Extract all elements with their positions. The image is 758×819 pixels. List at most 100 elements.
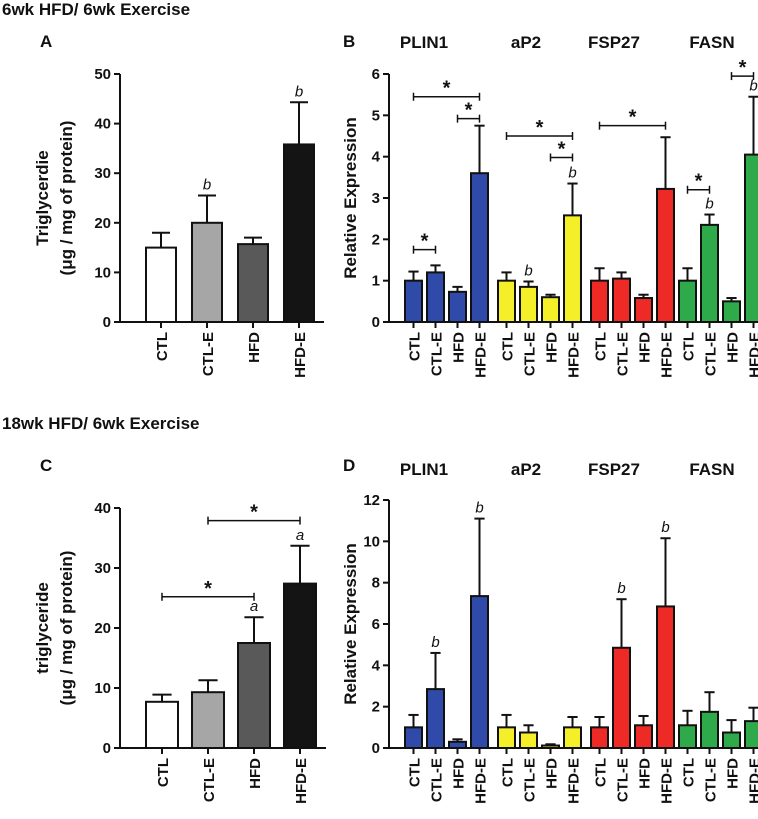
bar xyxy=(612,277,631,324)
bar xyxy=(237,642,271,749)
bar xyxy=(590,279,609,323)
bar xyxy=(404,726,423,749)
x-category-label: HFD xyxy=(637,758,654,789)
x-category-label: CTL-E xyxy=(522,758,539,802)
y-tick-label: 0 xyxy=(372,314,380,331)
significance-star: * xyxy=(443,78,451,100)
bar xyxy=(563,726,582,749)
bar xyxy=(656,187,675,323)
y-tick-label: 6 xyxy=(372,66,380,83)
x-category-label: HFD-E xyxy=(659,758,676,804)
chart-panel-b: 0 1 2 3 4 5 6B Relative Expression PLIN1 CTL CTL-E… xyxy=(341,32,758,378)
bar xyxy=(497,726,516,749)
bar xyxy=(470,172,489,323)
panel-label: A xyxy=(40,32,52,51)
x-category-label: HFD-E xyxy=(473,332,490,378)
significance-star: * xyxy=(536,117,544,139)
y-axis-title: Relative Expression xyxy=(341,543,360,705)
x-category-label: HFD xyxy=(725,758,742,789)
significance-star: * xyxy=(250,502,258,524)
bar xyxy=(722,731,741,749)
y-tick-label: 2 xyxy=(372,231,380,248)
bar xyxy=(563,214,582,323)
bar xyxy=(634,297,653,324)
y-tick-label: 8 xyxy=(372,575,380,592)
x-category-label: CTL-E xyxy=(522,332,539,376)
y-tick-label: 50 xyxy=(94,66,111,83)
bar xyxy=(145,246,177,324)
bar xyxy=(700,223,719,323)
y-tick-label: 1 xyxy=(372,273,380,290)
group-name: FSP27 xyxy=(588,460,640,479)
bar xyxy=(497,279,516,323)
x-category-label: HFD-E xyxy=(659,332,676,378)
y-tick-label: 5 xyxy=(372,107,380,124)
bar xyxy=(426,688,445,749)
x-category-label: HFD-E xyxy=(747,758,758,804)
x-category-label: CTL xyxy=(593,758,610,787)
bar xyxy=(678,724,697,749)
panel-label: C xyxy=(40,456,52,475)
y-tick-label: 4 xyxy=(372,657,381,674)
x-category-label: HFD-E xyxy=(292,332,309,378)
bar xyxy=(519,731,538,749)
panel-label: D xyxy=(343,456,355,475)
significance-letter: b xyxy=(475,500,483,517)
significance-letter: b xyxy=(568,165,576,182)
x-category-label: HFD xyxy=(637,332,654,363)
bar xyxy=(283,582,317,749)
x-category-label: CTL xyxy=(593,332,610,361)
group-name: PLIN1 xyxy=(400,33,448,52)
bar xyxy=(590,726,609,749)
y-axis-title: Triglycerdie xyxy=(33,150,52,245)
x-category-label: HFD xyxy=(451,332,468,363)
y-tick-label: 40 xyxy=(94,116,111,133)
y-tick-label: 30 xyxy=(94,165,111,182)
bar xyxy=(404,279,423,323)
y-tick-label: 40 xyxy=(94,500,111,517)
significance-star: * xyxy=(465,100,473,122)
y-tick-label: 6 xyxy=(372,616,380,633)
chart-panel-a: 0 10 20 30 40 50 A Triglycerdie (μg / mg of prot… xyxy=(33,32,324,378)
y-tick-label: 20 xyxy=(94,215,111,232)
section-title-bottom: 18wk HFD/ 6wk Exercise xyxy=(2,414,200,433)
x-category-label: HFD-E xyxy=(293,758,310,804)
x-category-label: HFD-E xyxy=(473,758,490,804)
significance-letter: b xyxy=(617,580,625,597)
bar xyxy=(237,243,269,324)
y-tick-label: 4 xyxy=(372,149,381,166)
y-axis-title: Relative Expression xyxy=(341,117,360,279)
x-category-label: CTL-E xyxy=(615,758,632,802)
x-category-label: HFD-E xyxy=(566,332,583,378)
x-category-label: CTL-E xyxy=(200,332,217,376)
y-tick-label: 12 xyxy=(363,492,380,509)
significance-letter: b xyxy=(295,83,303,100)
x-category-label: CTL xyxy=(681,332,698,361)
y-tick-label: 30 xyxy=(94,560,111,577)
significance-letter: a xyxy=(296,527,304,544)
significance-star: * xyxy=(695,171,703,193)
x-category-label: CTL-E xyxy=(201,758,218,802)
y-tick-label: 3 xyxy=(372,190,380,207)
x-category-label: HFD xyxy=(544,332,561,363)
x-category-label: HFD-E xyxy=(566,758,583,804)
x-category-label: CTL xyxy=(500,758,517,787)
bar xyxy=(678,279,697,323)
y-axis-title: triglyceride xyxy=(33,582,52,674)
bar xyxy=(145,700,179,749)
section-title-top: 6wk HFD/ 6wk Exercise xyxy=(2,0,190,19)
x-category-label: HFD xyxy=(246,332,263,363)
x-category-label: CTL-E xyxy=(703,758,720,802)
y-tick-label: 10 xyxy=(363,533,380,550)
bar xyxy=(722,300,741,324)
x-category-label: CTL-E xyxy=(703,332,720,376)
x-category-label: CTL xyxy=(500,332,517,361)
group-name: FSP27 xyxy=(588,33,640,52)
y-axis-title-unit: (μg / mg of protein) xyxy=(57,121,76,276)
group-name: PLIN1 xyxy=(400,460,448,479)
significance-letter: b xyxy=(661,519,669,536)
x-category-label: CTL xyxy=(681,758,698,787)
significance-star: * xyxy=(629,107,637,129)
bar xyxy=(744,720,758,750)
